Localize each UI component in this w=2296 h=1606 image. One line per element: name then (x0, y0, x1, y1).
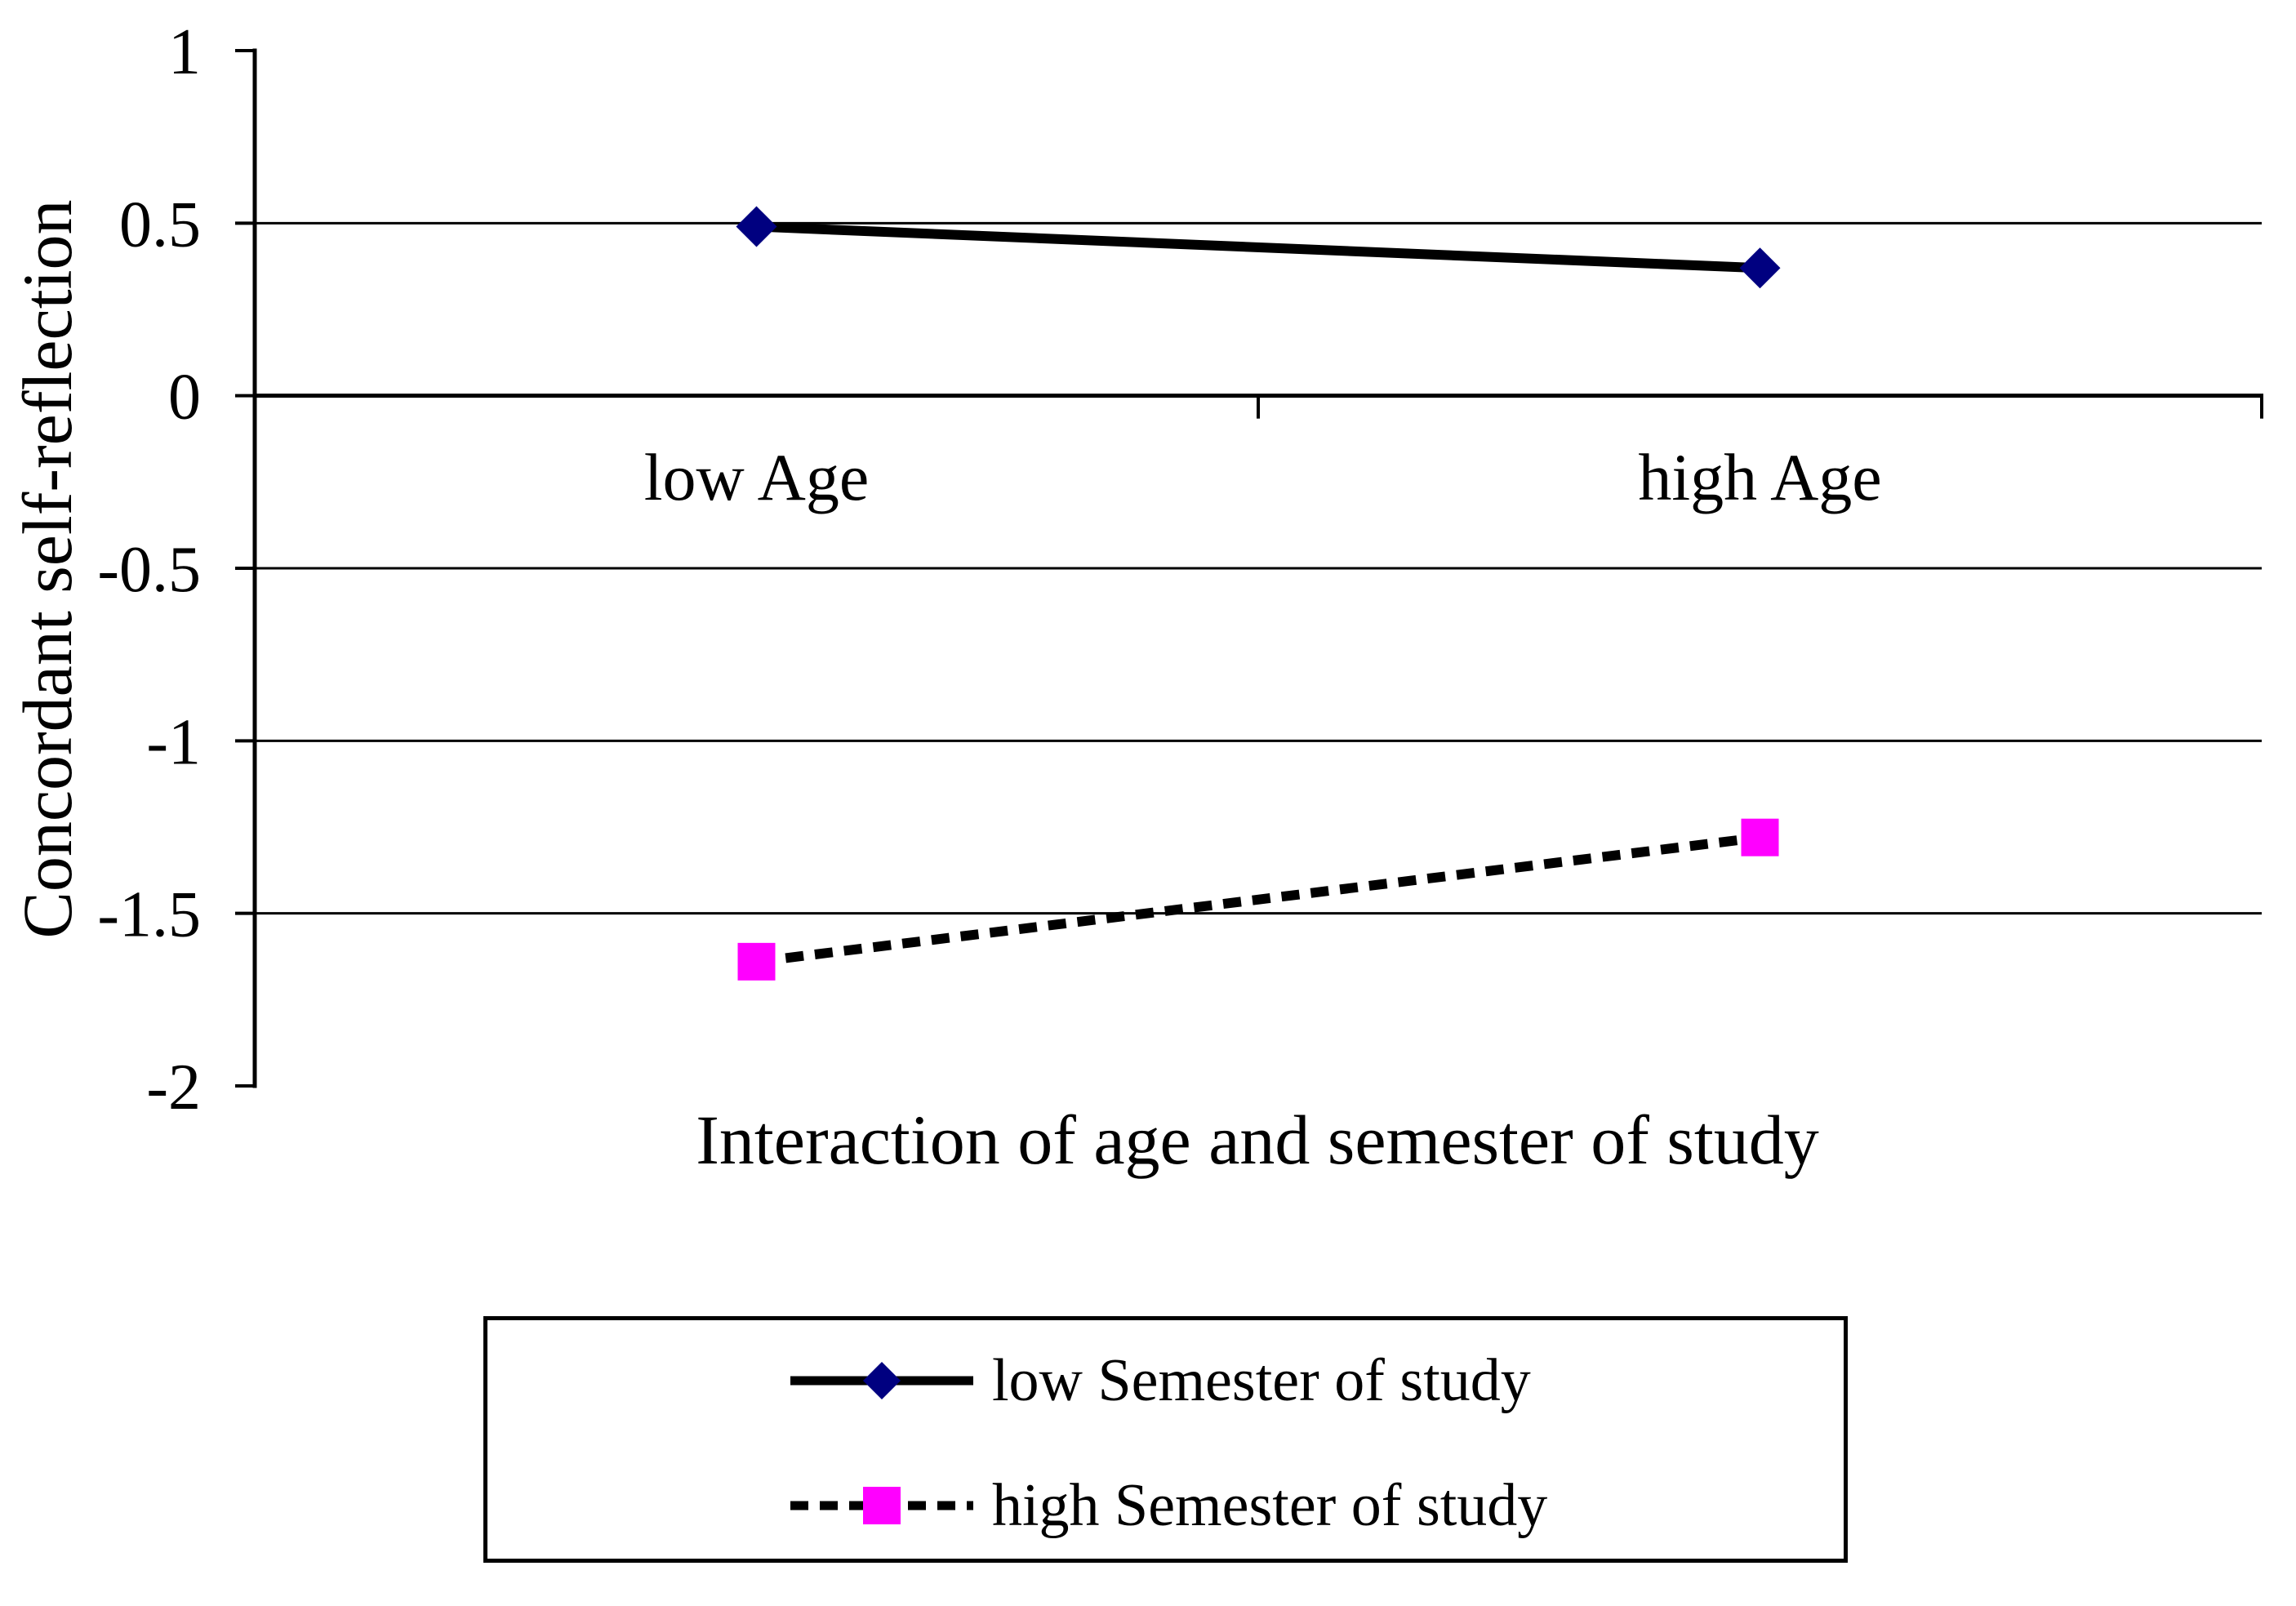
x-axis-title: Interaction of age and semester of study (696, 1101, 1819, 1179)
data-point-diamond-marker (736, 206, 777, 247)
series-line-dashed (755, 832, 1761, 967)
series-line-solid (756, 221, 1760, 274)
data-point-diamond-marker (1739, 247, 1781, 289)
y-tick-label: -2 (146, 1052, 201, 1123)
y-tick-label: -0.5 (97, 534, 201, 606)
y-tick-label: -1 (146, 706, 201, 778)
legend-diamond-marker-icon (863, 1362, 901, 1399)
legend-key-dashed-line-icon (790, 1487, 973, 1524)
legend-square-marker-icon (863, 1487, 901, 1524)
legend-label-high-semester: high Semester of study (992, 1472, 1548, 1539)
category-label: high Age (1638, 440, 1881, 514)
y-tick-label: 0 (168, 362, 201, 434)
legend-key-solid-line-icon (790, 1362, 973, 1399)
data-point-square-marker (737, 942, 776, 981)
y-tick-label: -1.5 (97, 879, 201, 951)
y-axis-title: Concordant self-reflection (8, 199, 87, 939)
legend: low Semester of study high Semester of s… (483, 1316, 1848, 1563)
legend-item-high-semester: high Semester of study (487, 1465, 1844, 1546)
category-label: low Age (644, 440, 870, 514)
data-point-square-marker (1741, 818, 1779, 856)
y-tick-label: 0.5 (119, 189, 201, 260)
y-tick-label: 1 (168, 16, 201, 88)
legend-label-low-semester: low Semester of study (992, 1347, 1531, 1414)
legend-item-low-semester: low Semester of study (487, 1340, 1844, 1421)
